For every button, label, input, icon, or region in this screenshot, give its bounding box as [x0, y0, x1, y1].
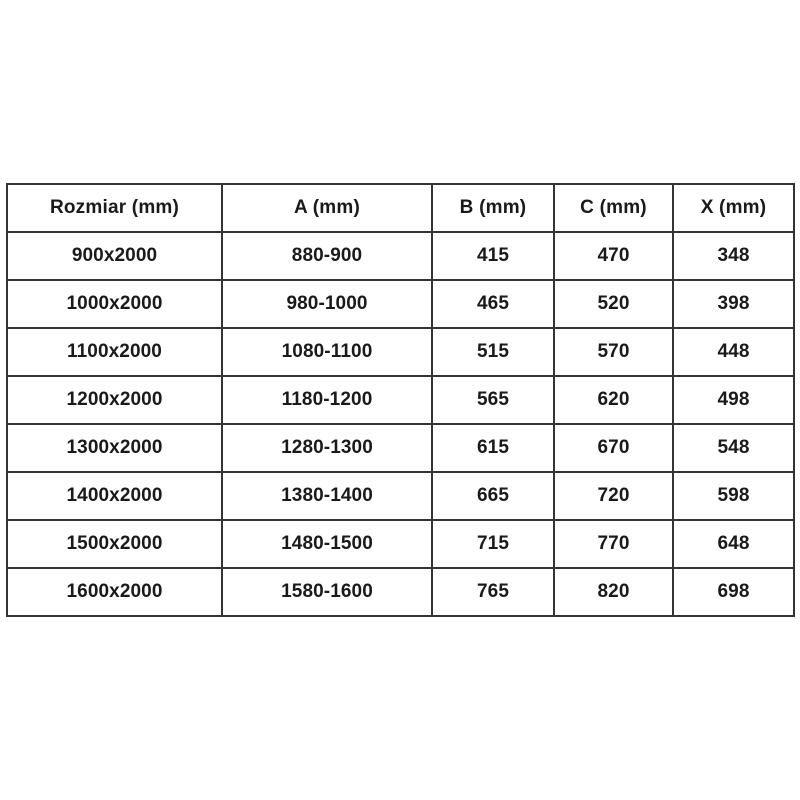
- cell-c: 470: [553, 231, 674, 281]
- column-header-x: X (mm): [672, 183, 795, 233]
- table-header: Rozmiar (mm) A (mm) B (mm) C (mm) X (mm): [6, 183, 795, 233]
- cell-a: 1380-1400: [221, 471, 433, 521]
- cell-size: 1300x2000: [6, 423, 223, 473]
- cell-b: 665: [431, 471, 555, 521]
- column-header-a: A (mm): [221, 183, 433, 233]
- cell-size: 1600x2000: [6, 567, 223, 617]
- cell-a: 1580-1600: [221, 567, 433, 617]
- cell-x: 548: [672, 423, 795, 473]
- cell-x: 448: [672, 327, 795, 377]
- table-row: 1500x2000 1480-1500 715 770 648: [6, 519, 795, 569]
- cell-c: 670: [553, 423, 674, 473]
- dimension-table-container: Rozmiar (mm) A (mm) B (mm) C (mm) X (mm)…: [6, 183, 795, 617]
- cell-b: 465: [431, 279, 555, 329]
- cell-b: 715: [431, 519, 555, 569]
- table-row: 1600x2000 1580-1600 765 820 698: [6, 567, 795, 617]
- cell-size: 1200x2000: [6, 375, 223, 425]
- cell-a: 880-900: [221, 231, 433, 281]
- cell-c: 770: [553, 519, 674, 569]
- cell-c: 720: [553, 471, 674, 521]
- table-row: 1000x2000 980-1000 465 520 398: [6, 279, 795, 329]
- table-row: 900x2000 880-900 415 470 348: [6, 231, 795, 281]
- cell-b: 565: [431, 375, 555, 425]
- cell-a: 1180-1200: [221, 375, 433, 425]
- cell-a: 1480-1500: [221, 519, 433, 569]
- cell-size: 900x2000: [6, 231, 223, 281]
- cell-c: 820: [553, 567, 674, 617]
- column-header-size: Rozmiar (mm): [6, 183, 223, 233]
- table-header-row: Rozmiar (mm) A (mm) B (mm) C (mm) X (mm): [6, 183, 795, 233]
- cell-size: 1100x2000: [6, 327, 223, 377]
- cell-x: 348: [672, 231, 795, 281]
- table-row: 1200x2000 1180-1200 565 620 498: [6, 375, 795, 425]
- cell-x: 698: [672, 567, 795, 617]
- cell-size: 1500x2000: [6, 519, 223, 569]
- cell-size: 1000x2000: [6, 279, 223, 329]
- cell-b: 515: [431, 327, 555, 377]
- cell-size: 1400x2000: [6, 471, 223, 521]
- cell-c: 620: [553, 375, 674, 425]
- dimension-table: Rozmiar (mm) A (mm) B (mm) C (mm) X (mm)…: [6, 183, 795, 617]
- cell-a: 1080-1100: [221, 327, 433, 377]
- cell-b: 415: [431, 231, 555, 281]
- table-body: 900x2000 880-900 415 470 348 1000x2000 9…: [6, 231, 795, 617]
- table-row: 1100x2000 1080-1100 515 570 448: [6, 327, 795, 377]
- cell-a: 1280-1300: [221, 423, 433, 473]
- cell-c: 570: [553, 327, 674, 377]
- cell-a: 980-1000: [221, 279, 433, 329]
- column-header-c: C (mm): [553, 183, 674, 233]
- cell-c: 520: [553, 279, 674, 329]
- cell-x: 648: [672, 519, 795, 569]
- cell-x: 398: [672, 279, 795, 329]
- table-row: 1300x2000 1280-1300 615 670 548: [6, 423, 795, 473]
- cell-x: 498: [672, 375, 795, 425]
- cell-b: 615: [431, 423, 555, 473]
- table-row: 1400x2000 1380-1400 665 720 598: [6, 471, 795, 521]
- column-header-b: B (mm): [431, 183, 555, 233]
- cell-x: 598: [672, 471, 795, 521]
- cell-b: 765: [431, 567, 555, 617]
